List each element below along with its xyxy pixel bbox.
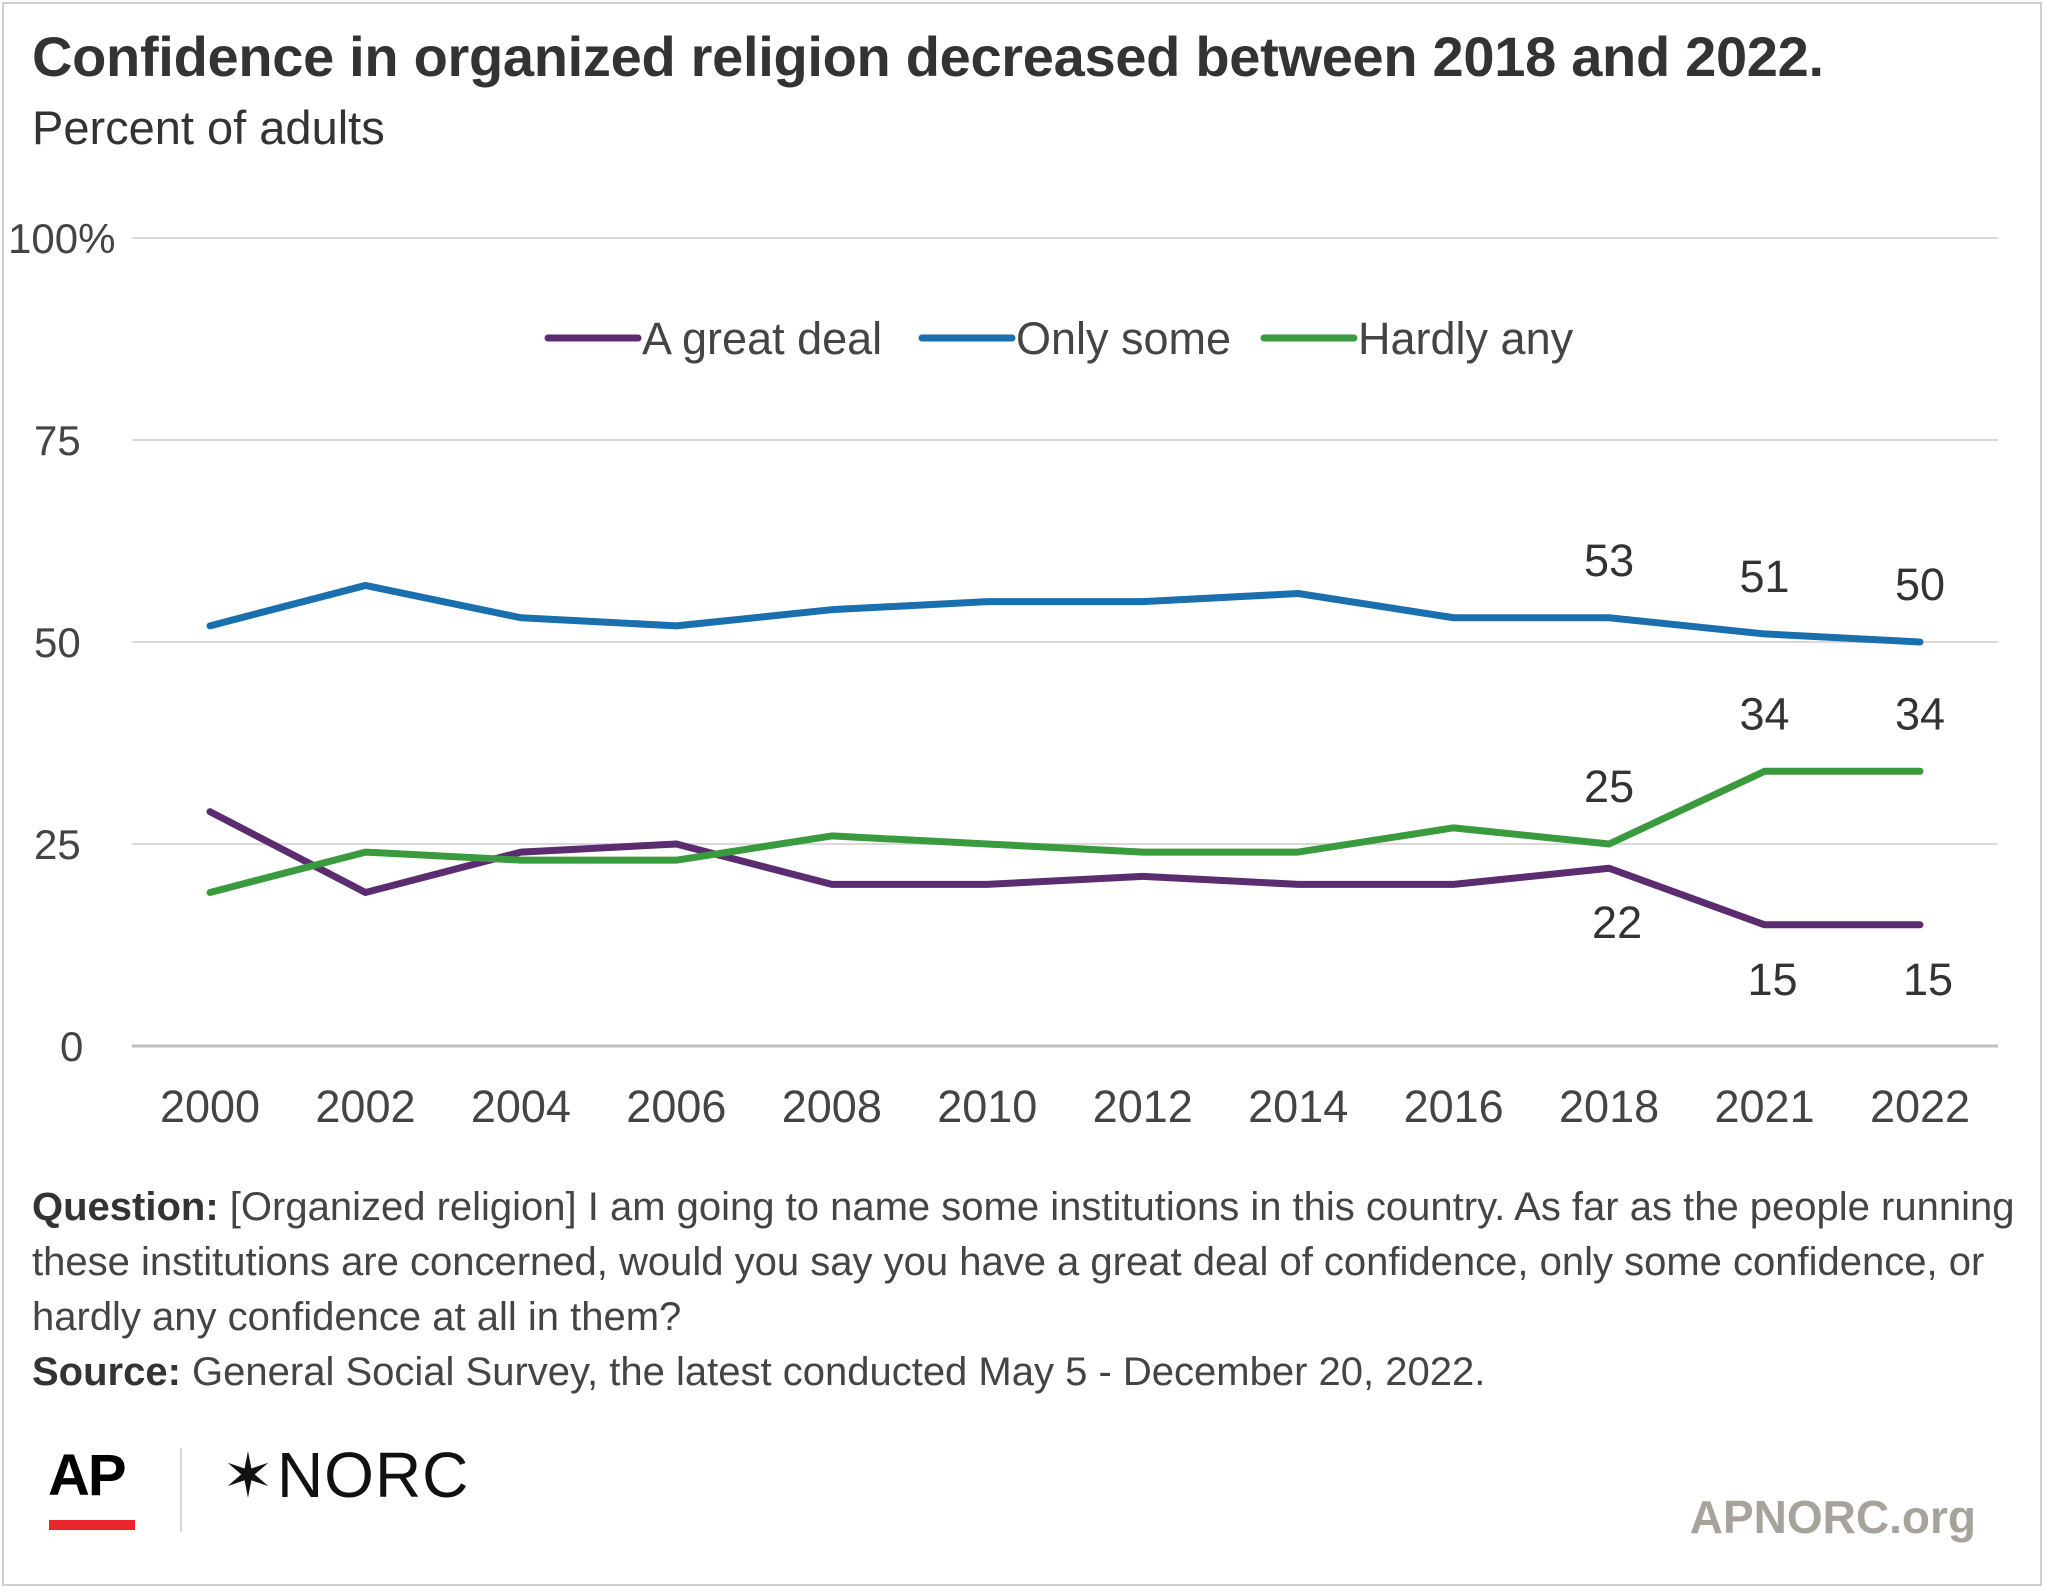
data-label: 22 [1592, 897, 1642, 948]
footnote: Question: [Organized religion] I am goin… [32, 1180, 2022, 1400]
data-label: 34 [1740, 688, 1790, 739]
data-label: 15 [1903, 954, 1953, 1005]
x-tick-label: 2006 [626, 1081, 726, 1132]
x-tick-label: 2022 [1870, 1081, 1970, 1132]
y-tick-label: 50 [34, 619, 81, 666]
y-tick-label: 25 [34, 821, 81, 868]
logo-divider [180, 1448, 182, 1532]
norc-logo: ✶NORC [222, 1438, 469, 1512]
x-tick-label: 2000 [160, 1081, 260, 1132]
legend-label: A great deal [642, 313, 882, 364]
x-tick-label: 2010 [937, 1081, 1037, 1132]
x-tick-label: 2018 [1559, 1081, 1659, 1132]
chart-subtitle: Percent of adults [32, 101, 385, 154]
series-line [206, 808, 1924, 929]
legend-label: Only some [1016, 313, 1231, 364]
data-label: 51 [1740, 551, 1790, 602]
y-tick-label: 0 [60, 1023, 83, 1070]
norc-logo-text: NORC [276, 1439, 470, 1511]
source-label: Source: [32, 1350, 181, 1394]
chart-title: Confidence in organized religion decreas… [32, 25, 1824, 88]
series-line [206, 767, 1924, 896]
y-tick-label: 100% [8, 215, 115, 262]
x-tick-label: 2014 [1248, 1081, 1348, 1132]
ap-logo: AP [48, 1443, 127, 1508]
ap-logo-underline [49, 1520, 135, 1530]
source-text: General Social Survey, the latest conduc… [180, 1350, 1486, 1394]
data-label: 34 [1895, 688, 1945, 739]
norc-star-icon: ✶ [222, 1442, 275, 1511]
data-label: 15 [1748, 954, 1798, 1005]
site-url[interactable]: APNORC.org [1689, 1491, 1976, 1543]
x-tick-label: 2021 [1714, 1081, 1814, 1132]
x-tick-label: 2008 [782, 1081, 882, 1132]
data-label: 53 [1584, 535, 1634, 586]
question-text: [Organized religion] I am going to name … [32, 1185, 2015, 1339]
x-tick-label: 2016 [1404, 1081, 1504, 1132]
question-label: Question: [32, 1185, 219, 1229]
y-tick-label: 75 [34, 417, 81, 464]
x-tick-label: 2012 [1093, 1081, 1193, 1132]
series-line [206, 581, 1924, 646]
line-chart: 100% 75 50 25 0 2000 2002 2004 2006 2008 2010 2012 2… [8, 215, 1998, 1132]
legend-label: Hardly any [1358, 313, 1574, 364]
data-label: 25 [1584, 761, 1634, 812]
x-tick-label: 2002 [315, 1081, 415, 1132]
data-label: 50 [1895, 559, 1945, 610]
x-tick-label: 2004 [471, 1081, 571, 1132]
